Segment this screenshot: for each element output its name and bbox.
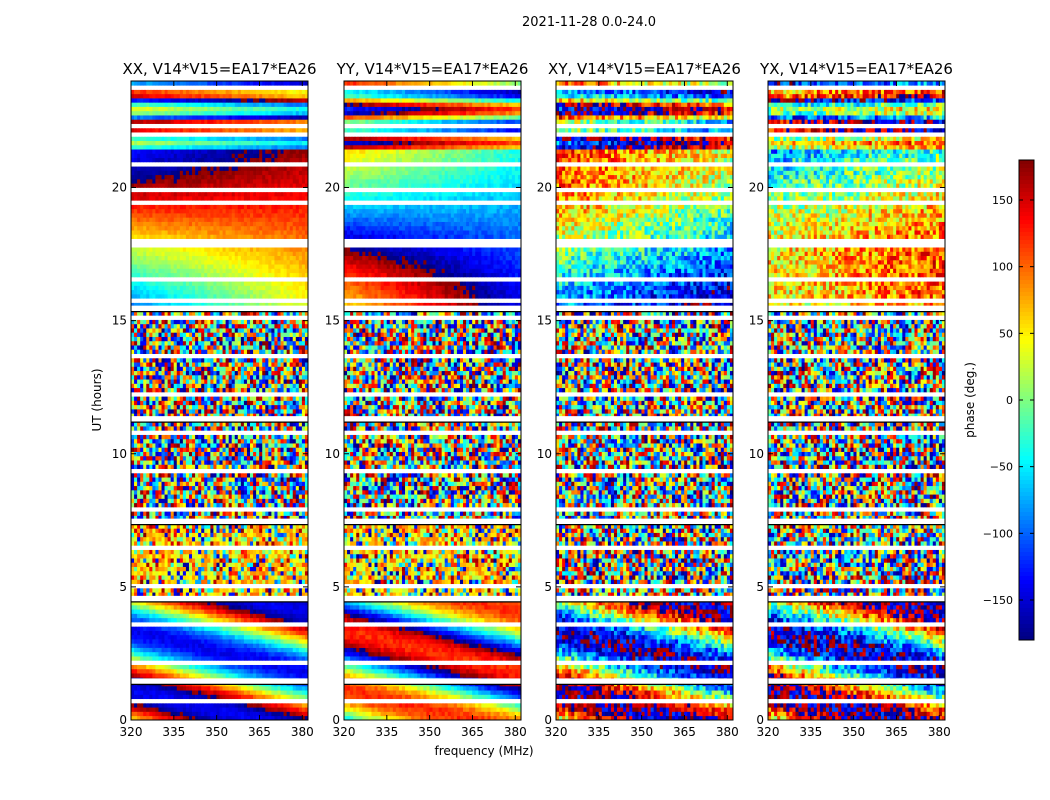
x-tick-label: 350 [842, 725, 865, 739]
x-tick-label: 335 [587, 725, 610, 739]
panel-title: YY, V14*V15=EA17*EA26 [336, 60, 529, 78]
data-gap [344, 306, 521, 312]
panel-yy: YY, V14*V15=EA17*EA26 320 335 350 365 380 0 5 10… [325, 60, 529, 739]
colorbar-tick-label: 150 [992, 194, 1013, 207]
y-axis-label: UT (hours) [90, 368, 104, 431]
y-tick-label: 0 [119, 713, 127, 727]
panel-title: XY, V14*V15=EA17*EA26 [548, 60, 741, 78]
x-tick-label: 365 [248, 725, 271, 739]
data-gap [344, 596, 521, 602]
x-tick-label: 350 [418, 725, 441, 739]
panel-xy: XY, V14*V15=EA17*EA26 320 335 350 365 380 0 5 10… [537, 60, 741, 739]
colorbar-tick-label: −50 [990, 461, 1013, 474]
x-tick-label: 320 [120, 725, 143, 739]
colorbar-tick-label: 50 [999, 327, 1013, 340]
data-gap [344, 519, 521, 525]
data-gap [131, 416, 308, 422]
x-tick-label: 335 [375, 725, 398, 739]
y-tick-label: 5 [544, 580, 552, 594]
x-tick-label: 365 [885, 725, 908, 739]
x-tick-label: 350 [630, 725, 653, 739]
x-tick-label: 320 [545, 725, 568, 739]
data-gap [344, 678, 521, 684]
data-gap [344, 416, 521, 422]
data-gap [131, 519, 308, 525]
data-gap [556, 306, 733, 312]
heatmap-cells [768, 81, 945, 720]
x-tick-label: 335 [162, 725, 185, 739]
y-tick-label: 15 [749, 314, 764, 328]
data-gap [768, 678, 945, 684]
panel-title: XX, V14*V15=EA17*EA26 [122, 60, 316, 78]
colorbar-tick-label: 0 [1006, 394, 1013, 407]
x-tick-label: 380 [716, 725, 739, 739]
y-tick-label: 20 [749, 181, 764, 195]
data-gap [556, 416, 733, 422]
data-gap [131, 306, 308, 312]
y-tick-label: 20 [112, 181, 127, 195]
data-gap [556, 519, 733, 525]
data-gap [768, 596, 945, 602]
y-tick-label: 0 [544, 713, 552, 727]
suptitle: 2021-11-28 0.0-24.0 [522, 15, 656, 30]
y-tick-label: 15 [112, 314, 127, 328]
x-tick-label: 320 [333, 725, 356, 739]
x-tick-label: 365 [461, 725, 484, 739]
y-tick-label: 15 [325, 314, 340, 328]
x-axis-label: frequency (MHz) [434, 744, 533, 758]
panels: XX, V14*V15=EA17*EA26 320 335 350 365 380 0 5 10… [112, 60, 953, 739]
data-gap [768, 519, 945, 525]
y-tick-label: 0 [756, 713, 764, 727]
x-tick-label: 380 [504, 725, 527, 739]
y-tick-label: 0 [332, 713, 340, 727]
colorbar-tick-label: 100 [992, 261, 1013, 274]
panel-yx: YX, V14*V15=EA17*EA26 320 335 350 365 380 0 5 10… [749, 60, 953, 739]
data-gap [768, 306, 945, 312]
panel-title: YX, V14*V15=EA17*EA26 [759, 60, 953, 78]
y-tick-label: 5 [332, 580, 340, 594]
x-tick-label: 320 [757, 725, 780, 739]
colorbar-tick-label: −100 [983, 527, 1013, 540]
data-gap [768, 416, 945, 422]
colorbar-tick-label: −150 [983, 594, 1013, 607]
figure: 2021-11-28 0.0-24.0 XX, V14*V15=EA17*EA2… [0, 0, 1050, 800]
colorbar-label: phase (deg.) [963, 362, 977, 438]
data-gap [131, 596, 308, 602]
y-tick-label: 10 [749, 447, 764, 461]
heatmap-cells [556, 81, 733, 720]
y-tick-label: 5 [756, 580, 764, 594]
x-tick-label: 350 [205, 725, 228, 739]
data-gap [556, 596, 733, 602]
data-gap [131, 678, 308, 684]
data-gap [556, 678, 733, 684]
y-tick-label: 20 [325, 181, 340, 195]
y-tick-label: 10 [112, 447, 127, 461]
y-tick-label: 15 [537, 314, 552, 328]
heatmap-cells [344, 81, 521, 720]
y-tick-label: 20 [537, 181, 552, 195]
x-tick-label: 380 [928, 725, 951, 739]
x-tick-label: 335 [799, 725, 822, 739]
y-tick-label: 10 [537, 447, 552, 461]
x-tick-label: 365 [673, 725, 696, 739]
y-tick-label: 10 [325, 447, 340, 461]
colorbar: 150 100 50 0 −50 −100 −150 [983, 160, 1034, 641]
x-tick-label: 380 [291, 725, 314, 739]
y-tick-label: 5 [119, 580, 127, 594]
heatmap-cells [131, 81, 308, 720]
panel-xx: XX, V14*V15=EA17*EA26 320 335 350 365 380 0 5 10… [112, 60, 317, 739]
